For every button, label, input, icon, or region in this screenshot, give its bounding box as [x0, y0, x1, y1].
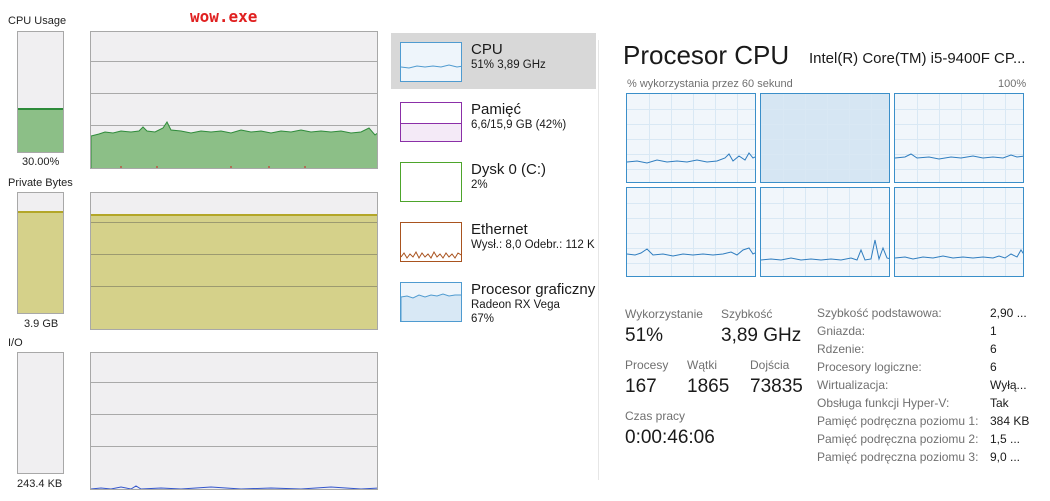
spec-value-l3: 9,0 ...: [990, 450, 1021, 464]
core-graph-6: [894, 187, 1024, 277]
speed-label: Szybkość: [721, 307, 773, 321]
gpu-thumbnail-graph: [400, 282, 462, 322]
io-meter: [17, 352, 64, 474]
memory-thumbnail-graph: [400, 102, 462, 142]
cpu-usage-meter: [17, 31, 64, 153]
spec-key-hyperv: Obsługa funkcji Hyper-V:: [817, 396, 950, 410]
sidebar-item-ethernet[interactable]: Ethernet Wysł.: 8,0 Odebr.: 112 K: [391, 213, 596, 269]
sidebar-item-gpu[interactable]: Procesor graficzny Radeon RX Vega 67%: [391, 273, 596, 331]
spec-value-l1: 384 KB: [990, 414, 1030, 428]
sidebar-item-sub: 51% 3,89 GHz: [471, 59, 546, 71]
cpu-model-name: Intel(R) Core(TM) i5-9400F CP...: [809, 50, 1026, 67]
handles-label: Dojścia: [750, 358, 790, 372]
sidebar-item-title: Ethernet: [471, 221, 528, 238]
spec-key-logical: Procesory logiczne:: [817, 360, 922, 374]
processes-label: Procesy: [625, 358, 669, 372]
spec-key-virtualization: Wirtualizacja:: [817, 378, 889, 392]
core-graph-3: [894, 93, 1024, 183]
threads-label: Wątki: [687, 358, 717, 372]
spec-value-sockets: 1: [990, 324, 997, 338]
core-graph-2: [760, 93, 890, 183]
core-graph-4: [626, 187, 756, 277]
processes-value: 167: [625, 376, 657, 397]
spec-value-hyperv: Tak: [990, 396, 1009, 410]
sidebar-item-sub2: 67%: [471, 313, 495, 325]
cpu-history-graph: [90, 31, 378, 169]
disk-thumbnail-graph: [400, 162, 462, 202]
uptime-label: Czas pracy: [625, 409, 686, 423]
core-graph-1: [626, 93, 756, 183]
spec-key-l3: Pamięć podręczna poziomu 3:: [817, 450, 979, 464]
spec-key-sockets: Gniazda:: [817, 324, 866, 338]
ethernet-thumbnail-graph: [400, 222, 462, 262]
cpu-usage-value: 30.00%: [22, 156, 60, 168]
threads-value: 1865: [687, 376, 730, 397]
private-bytes-meter: [17, 192, 64, 314]
sidebar-item-title: CPU: [471, 41, 503, 58]
io-label: I/O: [8, 337, 23, 349]
spec-value-logical: 6: [990, 360, 997, 374]
spec-value-l2: 1,5 ...: [990, 432, 1021, 446]
graph-max-label: 100%: [998, 78, 1027, 90]
private-bytes-graph: [90, 192, 378, 330]
sidebar-item-cpu[interactable]: CPU 51% 3,89 GHz: [391, 33, 596, 89]
handles-value: 73835: [750, 376, 803, 397]
spec-value-base-speed: 2,90 ...: [990, 306, 1027, 320]
spec-key-l1: Pamięć podręczna poziomu 1:: [817, 414, 979, 428]
sidebar-item-title: Procesor graficzny: [471, 281, 596, 298]
graph-caption: % wykorzystania przez 60 sekund: [627, 78, 793, 90]
speed-value: 3,89 GHz: [721, 325, 802, 346]
sidebar-item-title: Pamięć: [471, 101, 522, 118]
spec-key-l2: Pamięć podręczna poziomu 2:: [817, 432, 979, 446]
core-graph-5: [760, 187, 890, 277]
process-name-title: wow.exe: [190, 7, 258, 26]
spec-key-cores: Rdzenie:: [817, 342, 865, 356]
cpu-thumbnail-graph: [400, 42, 462, 82]
spec-value-virtualization: Wyłą...: [990, 378, 1027, 392]
cpu-usage-label: CPU Usage: [8, 15, 67, 27]
private-bytes-label: Private Bytes: [8, 177, 73, 189]
sidebar-item-sub: 6,6/15,9 GB (42%): [471, 119, 567, 131]
io-history-graph: [90, 352, 378, 490]
io-value: 243.4 KB: [17, 478, 63, 490]
sidebar-item-title: Dysk 0 (C:): [471, 161, 546, 178]
sidebar-item-disk[interactable]: Dysk 0 (C:) 2%: [391, 153, 596, 209]
panel-divider: [598, 40, 599, 480]
uptime-value: 0:00:46:06: [625, 427, 715, 448]
spec-key-base-speed: Szybkość podstawowa:: [817, 306, 942, 320]
spec-value-cores: 6: [990, 342, 997, 356]
sidebar-item-memory[interactable]: Pamięć 6,6/15,9 GB (42%): [391, 93, 596, 149]
utilization-value: 51%: [625, 325, 664, 346]
sidebar-item-sub: Radeon RX Vega: [471, 299, 560, 311]
sidebar-item-sub: 2%: [471, 179, 488, 191]
private-bytes-value: 3.9 GB: [24, 318, 59, 330]
sidebar-item-sub: Wysł.: 8,0 Odebr.: 112 K: [471, 239, 595, 251]
page-title: Procesor CPU: [623, 40, 790, 70]
utilization-label: Wykorzystanie: [625, 307, 703, 321]
